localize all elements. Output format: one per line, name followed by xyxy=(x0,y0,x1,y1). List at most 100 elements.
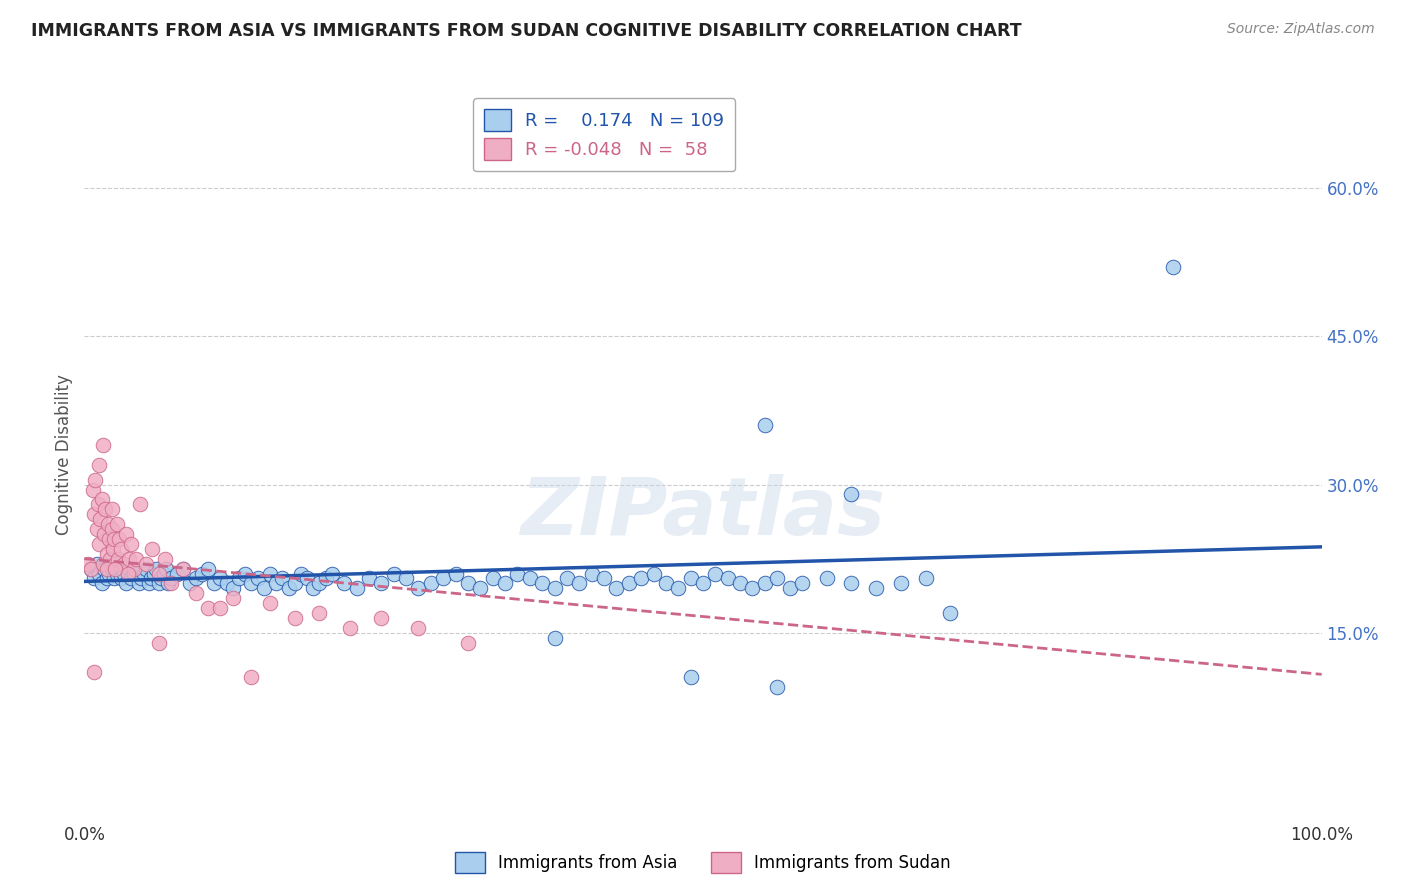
Point xyxy=(741,582,763,596)
Point xyxy=(284,576,307,591)
Point xyxy=(179,576,201,591)
Point xyxy=(115,527,138,541)
Point xyxy=(112,566,135,581)
Point xyxy=(290,566,312,581)
Point xyxy=(117,566,139,581)
Y-axis label: Cognitive Disability: Cognitive Disability xyxy=(55,375,73,535)
Point xyxy=(141,541,163,556)
Point xyxy=(766,572,789,586)
Point xyxy=(382,566,405,581)
Point xyxy=(93,561,115,575)
Point xyxy=(91,557,114,571)
Point xyxy=(93,527,115,541)
Point xyxy=(302,582,325,596)
Point xyxy=(568,576,591,591)
Point xyxy=(101,541,124,556)
Point xyxy=(679,670,702,684)
Point xyxy=(339,621,361,635)
Point xyxy=(100,561,122,575)
Point xyxy=(202,576,225,591)
Point xyxy=(103,532,125,546)
Point xyxy=(97,517,120,532)
Point xyxy=(104,561,127,575)
Point xyxy=(346,582,368,596)
Point xyxy=(184,586,207,600)
Point xyxy=(370,576,392,591)
Point xyxy=(172,561,194,575)
Point xyxy=(112,557,135,571)
Point xyxy=(470,582,492,596)
Point xyxy=(118,551,141,566)
Point xyxy=(259,596,281,610)
Point xyxy=(666,582,689,596)
Point xyxy=(89,512,111,526)
Point xyxy=(815,572,838,586)
Point xyxy=(370,611,392,625)
Point xyxy=(766,680,789,694)
Point xyxy=(284,611,307,625)
Point xyxy=(83,665,105,680)
Point xyxy=(90,576,112,591)
Point xyxy=(150,572,173,586)
Point xyxy=(120,572,142,586)
Point xyxy=(444,566,467,581)
Point xyxy=(779,582,801,596)
Point xyxy=(841,576,863,591)
Point xyxy=(132,566,155,581)
Point xyxy=(94,502,117,516)
Point xyxy=(79,561,101,575)
Point xyxy=(246,572,269,586)
Point xyxy=(215,576,238,591)
Point xyxy=(357,572,380,586)
Point xyxy=(209,572,232,586)
Legend: R =    0.174   N = 109, R = -0.048   N =  58: R = 0.174 N = 109, R = -0.048 N = 58 xyxy=(472,98,735,171)
Point xyxy=(145,561,167,575)
Point xyxy=(83,572,105,586)
Point xyxy=(295,572,318,586)
Point xyxy=(100,522,122,536)
Point xyxy=(83,507,105,521)
Point xyxy=(222,582,245,596)
Text: IMMIGRANTS FROM ASIA VS IMMIGRANTS FROM SUDAN COGNITIVE DISABILITY CORRELATION C: IMMIGRANTS FROM ASIA VS IMMIGRANTS FROM … xyxy=(31,22,1022,40)
Point xyxy=(129,572,152,586)
Point xyxy=(108,532,131,546)
Point xyxy=(308,576,330,591)
Point xyxy=(86,557,108,571)
Point xyxy=(160,572,183,586)
Point xyxy=(79,561,101,575)
Point xyxy=(96,561,118,575)
Point xyxy=(118,561,141,575)
Point xyxy=(148,566,170,581)
Point xyxy=(89,566,111,581)
Point xyxy=(754,576,776,591)
Point xyxy=(259,566,281,581)
Point xyxy=(617,576,640,591)
Point xyxy=(228,572,250,586)
Point xyxy=(89,537,111,551)
Point xyxy=(197,561,219,575)
Point xyxy=(519,572,541,586)
Point xyxy=(125,561,148,575)
Point xyxy=(148,576,170,591)
Point xyxy=(135,561,157,575)
Point xyxy=(120,537,142,551)
Point xyxy=(277,582,299,596)
Point xyxy=(655,576,678,591)
Point xyxy=(630,572,652,586)
Point xyxy=(98,532,121,546)
Point xyxy=(96,572,118,586)
Point xyxy=(90,492,112,507)
Point xyxy=(166,566,188,581)
Point xyxy=(543,582,565,596)
Point xyxy=(481,572,503,586)
Point xyxy=(148,636,170,650)
Point xyxy=(543,631,565,645)
Point xyxy=(115,576,138,591)
Point xyxy=(321,566,343,581)
Point xyxy=(704,566,727,581)
Point xyxy=(152,566,174,581)
Point xyxy=(157,576,180,591)
Text: ZIPatlas: ZIPatlas xyxy=(520,475,886,552)
Point xyxy=(107,551,129,566)
Point xyxy=(129,497,152,511)
